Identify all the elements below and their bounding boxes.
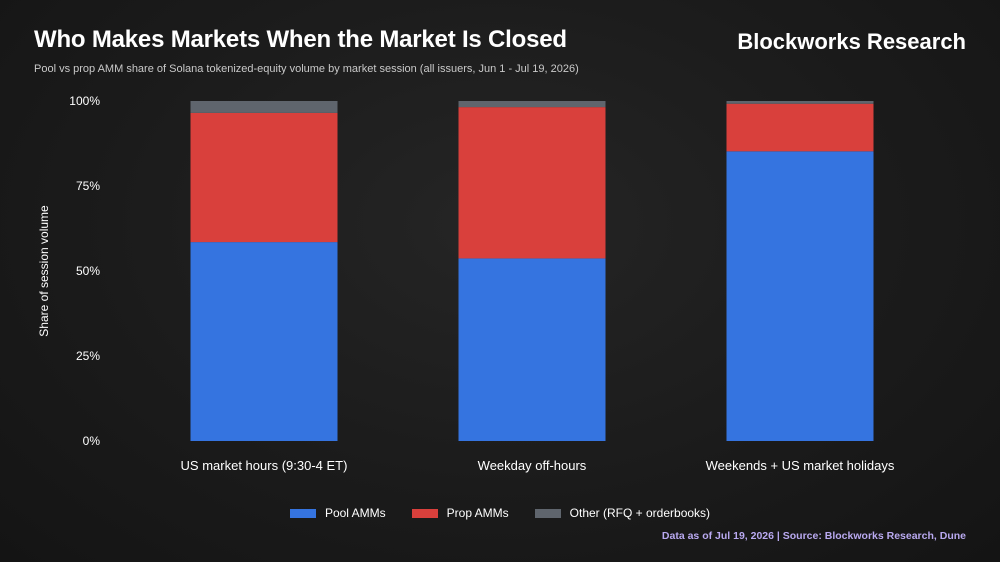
legend: Pool AMMs Prop AMMs Other (RFQ + orderbook… (0, 506, 1000, 520)
bar-segment (726, 103, 874, 152)
y-tick-label: 25% (76, 349, 100, 363)
legend-item: Pool AMMs (289, 506, 386, 520)
bar-segment (190, 112, 338, 243)
y-tick-label: 100% (69, 94, 100, 108)
legend-swatch (534, 508, 561, 518)
x-axis: US market hours (9:30-4 ET) Weekday off-h… (181, 458, 895, 473)
brand-name: Blockworks Research (737, 29, 966, 54)
legend-item: Other (RFQ + orderbooks) (534, 506, 711, 520)
legend-swatch (411, 508, 438, 518)
bars-group (190, 101, 874, 441)
x-category-label: Weekends + US market holidays (706, 458, 895, 473)
legend-swatch (289, 508, 316, 518)
bar-segment (458, 258, 606, 441)
bar-segment (458, 107, 606, 259)
y-tick-label: 0% (83, 434, 101, 448)
y-axis-title: Share of session volume (37, 205, 51, 337)
legend-label: Prop AMMs (446, 506, 509, 520)
legend-label: Other (RFQ + orderbooks) (569, 506, 711, 520)
source-note: Data as of Jul 19, 2026 | Source: Blockw… (661, 530, 966, 542)
legend-item: Prop AMMs (411, 506, 509, 520)
stacked-bar-chart: 0% 25% 50% 75% 100% US market hours (9:30-4 … (37, 94, 895, 473)
y-tick-label: 75% (76, 179, 100, 193)
bar-segment (726, 101, 874, 104)
x-category-label: Weekday off-hours (478, 458, 587, 473)
bar-segment (726, 151, 874, 441)
bar-segment (190, 101, 338, 113)
y-axis: 0% 25% 50% 75% 100% (69, 94, 100, 448)
bar-segment (190, 242, 338, 441)
x-category-label: US market hours (9:30-4 ET) (181, 458, 348, 473)
y-tick-label: 50% (76, 264, 100, 278)
chart-title: Who Makes Markets When the Market Is Clo… (34, 26, 567, 53)
legend-label: Pool AMMs (324, 506, 386, 520)
chart-subtitle: Pool vs prop AMM share of Solana tokeniz… (34, 63, 579, 75)
bar-segment (458, 101, 606, 108)
